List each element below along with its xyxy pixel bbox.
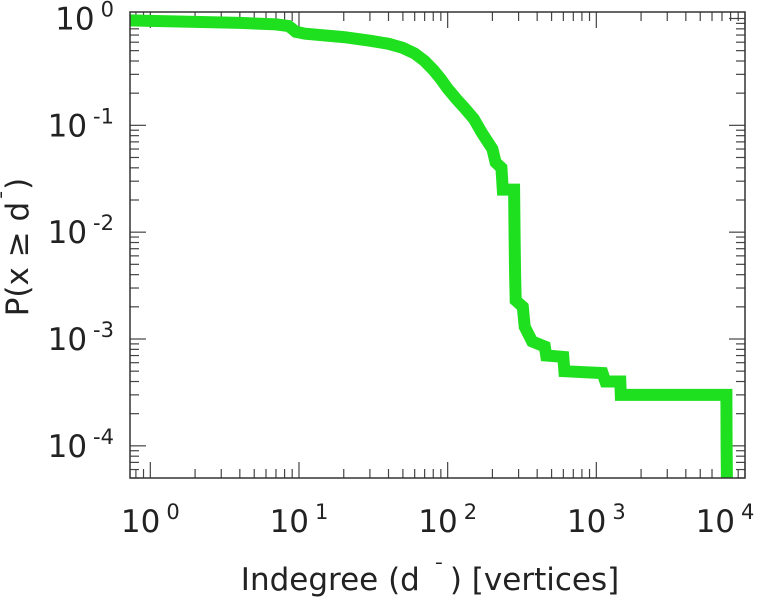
y-tick-label: 10 -2 [48,211,114,251]
y-tick-label: 10 -1 [48,104,114,144]
tick-marks [130,12,746,479]
x-tick-label: 10 2 [418,500,477,540]
y-tick-label: 10 0 [55,0,114,37]
series-layer [129,14,733,479]
plot-area-frame [129,11,746,479]
y-tick-label: 10 -4 [48,425,114,465]
series-line [129,14,733,479]
tick-labels: 10 0 10 1 10 2 10 3 10 4 10 0 10 -1 10 -2 10 -3 10 -4 [48,0,755,540]
x-tick-label: 10 0 [121,500,180,540]
y-axis-title: P(x ≥ d¯) [0,178,36,317]
x-axis-title: Indegree (d ¯) [vertices] [241,559,619,598]
x-tick-label: 10 1 [270,500,329,540]
x-tick-label: 10 3 [567,500,626,540]
y-tick-label: 10 -3 [48,318,114,358]
x-tick-label: 10 4 [696,500,755,540]
